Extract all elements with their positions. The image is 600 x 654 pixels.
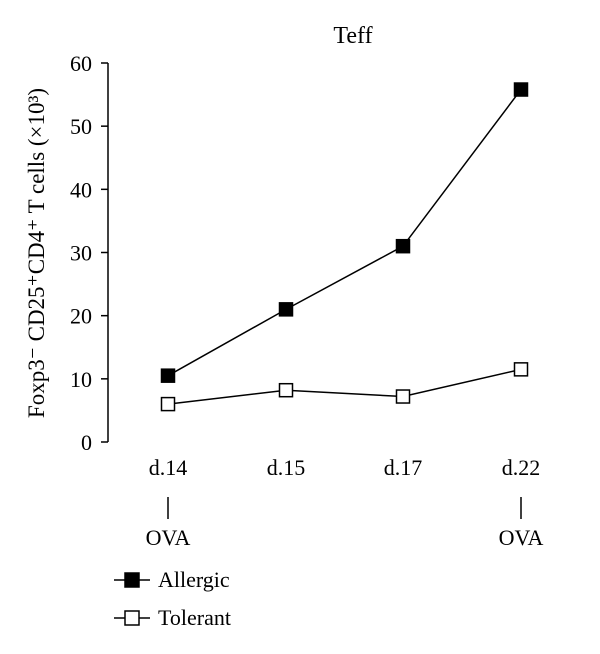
ova-annotations: OVA OVA — [146, 497, 544, 550]
data-point-allergic — [160, 368, 176, 383]
y-axis-label: Foxp3⁻ CD25⁺CD4⁺ T cells (×10³) — [24, 88, 49, 418]
data-point-allergic — [278, 302, 294, 317]
filled-square-marker-icon — [114, 572, 150, 588]
data-point-tolerant — [513, 362, 529, 377]
y-tick-label: 0 — [81, 430, 92, 455]
x-tick-label: d.15 — [267, 455, 306, 480]
x-axis-tick-labels: d.14 d.15 d.17 d.22 — [149, 455, 541, 480]
x-tick-label: d.22 — [502, 455, 541, 480]
series-line-allergic — [167, 89, 522, 377]
chart-title: Teff — [333, 23, 372, 49]
data-point-tolerant — [160, 396, 176, 412]
open-square-marker-icon — [114, 610, 150, 626]
legend-item-tolerant: Tolerant — [112, 604, 231, 632]
y-tick-label: 60 — [70, 51, 92, 76]
data-point-tolerant — [278, 382, 294, 398]
data-point-allergic — [395, 238, 411, 254]
x-tick-label: d.17 — [384, 455, 423, 480]
annotation-label: OVA — [146, 525, 191, 550]
data-point-tolerant — [395, 389, 411, 404]
annotation-label: OVA — [499, 525, 544, 550]
x-tick-label: d.14 — [149, 455, 188, 480]
data-point-allergic — [513, 82, 529, 97]
legend-item-allergic: Allergic — [112, 566, 230, 594]
y-tick-label: 40 — [70, 177, 92, 202]
series-layer — [160, 82, 529, 412]
y-tick-label: 50 — [70, 114, 92, 139]
y-tick-label: 30 — [70, 241, 92, 266]
y-tick-label: 20 — [70, 304, 92, 329]
series-line-tolerant — [167, 368, 522, 405]
y-tick-label: 10 — [70, 367, 92, 392]
legend-label-allergic: Allergic — [158, 567, 230, 592]
y-axis-ticks: 0 10 20 30 40 50 60 — [70, 51, 108, 455]
legend-label-tolerant: Tolerant — [158, 605, 231, 630]
